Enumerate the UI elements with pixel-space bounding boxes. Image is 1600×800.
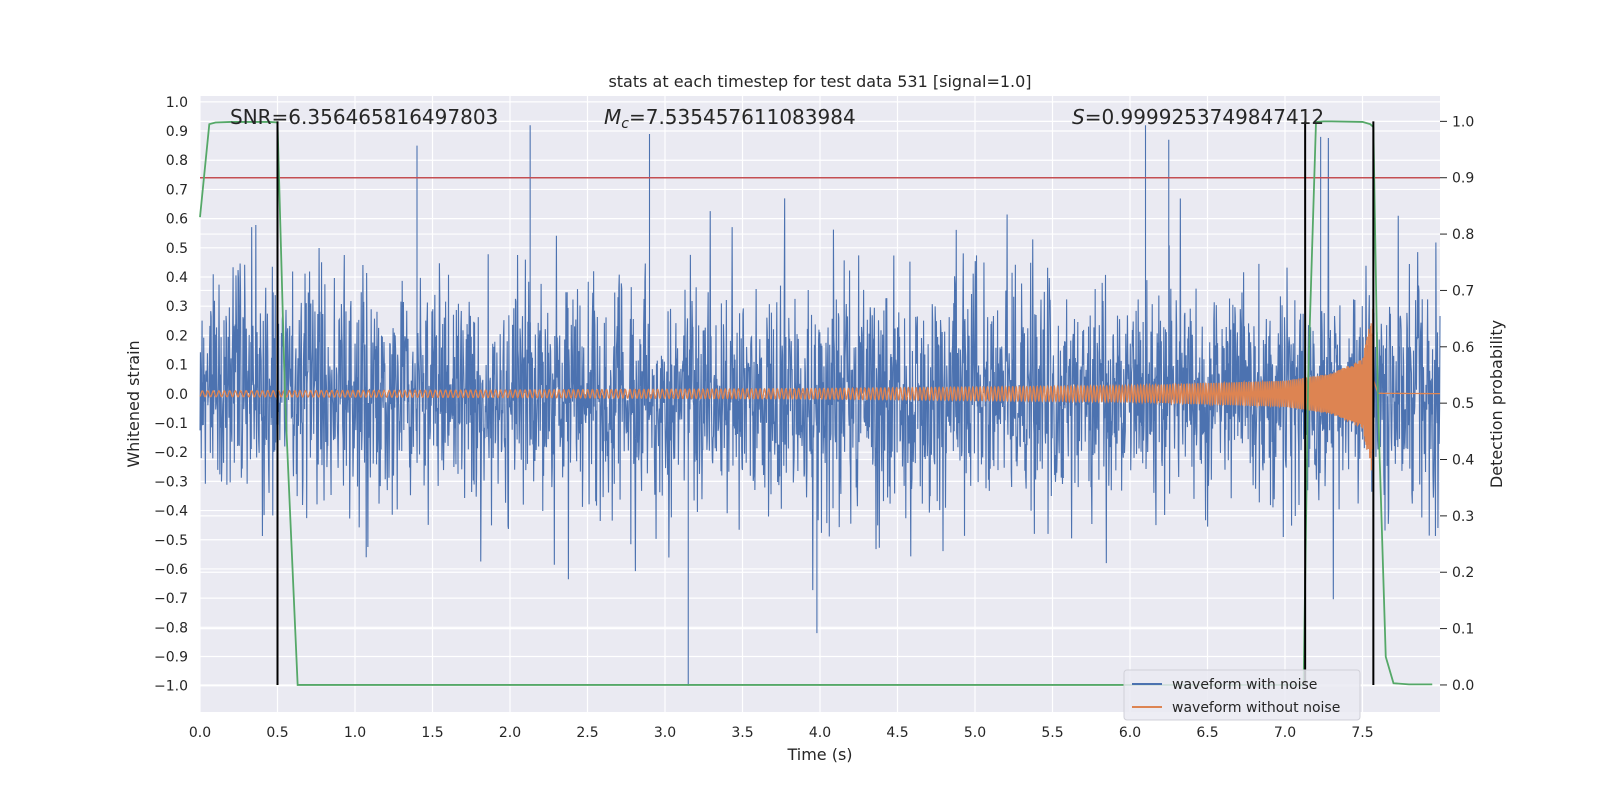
x-tick-label: 2.5 xyxy=(576,725,598,741)
y-tick-label: 0.8 xyxy=(166,153,188,169)
y2-axis-label: Detection probability xyxy=(1487,320,1506,488)
x-tick-label: 1.0 xyxy=(344,725,366,741)
y-tick-label: −0.3 xyxy=(154,474,188,490)
x-tick-label: 3.0 xyxy=(654,725,676,741)
y2-tick-label: 0.4 xyxy=(1452,453,1474,469)
x-tick-label: 4.5 xyxy=(886,725,908,741)
y-tick-label: −1.0 xyxy=(154,679,188,695)
mc-annotation: Mc=7.535457611083984 xyxy=(604,105,856,132)
mc-subscript: c xyxy=(621,116,629,132)
x-tick-label: 2.0 xyxy=(499,725,521,741)
y2-tick-label: 0.5 xyxy=(1452,396,1474,412)
y2-tick-label: 0.1 xyxy=(1452,622,1474,638)
y-tick-label: 0.5 xyxy=(166,241,188,257)
mc-value: =7.535457611083984 xyxy=(629,105,856,129)
waveform-with-noise-series xyxy=(199,125,1441,686)
x-tick-label: 0.0 xyxy=(189,725,211,741)
y2-tick-label: 0.0 xyxy=(1452,678,1474,694)
y-tick-label: 0.2 xyxy=(166,328,188,344)
y-tick-label: −0.1 xyxy=(154,416,188,432)
y-tick-label: −0.4 xyxy=(154,504,188,520)
chart-title: stats at each timestep for test data 531… xyxy=(608,72,1031,91)
y-tick-label: 0.7 xyxy=(166,182,188,198)
y-tick-label: −0.8 xyxy=(154,620,188,636)
axis-ticks: 0.0 0.5 1.0 1.5 2.0 2.5 3.0 3.5 4.0 4.5 5.0 5.5 6.0 6… xyxy=(154,95,1474,741)
x-tick-label: 7.0 xyxy=(1274,725,1296,741)
x-tick-label: 3.5 xyxy=(731,725,753,741)
snr-annotation: SNR=6.356465816497803 xyxy=(230,105,498,129)
y-tick-label: −0.9 xyxy=(154,650,188,666)
s-value: =0.9999253749847412 xyxy=(1085,105,1324,129)
mc-symbol: M xyxy=(604,105,621,129)
y-tick-label: −0.5 xyxy=(154,533,188,549)
y-tick-label: 0.0 xyxy=(166,387,188,403)
x-tick-label: 1.5 xyxy=(421,725,443,741)
y2-tick-label: 0.9 xyxy=(1452,171,1474,187)
noise-line xyxy=(199,125,1441,686)
y-tick-label: 1.0 xyxy=(166,95,188,111)
legend-label-clean: waveform without noise xyxy=(1172,700,1340,716)
x-tick-label: 6.5 xyxy=(1196,725,1218,741)
y-tick-label: 0.4 xyxy=(166,270,188,286)
x-axis-label: Time (s) xyxy=(786,745,852,764)
waveform-without-noise-series xyxy=(199,308,1440,471)
event-lines xyxy=(276,121,1375,685)
s-annotation: S=0.9999253749847412 xyxy=(1072,105,1324,129)
x-tick-label: 7.5 xyxy=(1351,725,1373,741)
chirp-line xyxy=(199,308,1440,471)
y-tick-label: −0.6 xyxy=(154,562,188,578)
y2-tick-label: 0.2 xyxy=(1452,565,1474,581)
y-tick-label: 0.1 xyxy=(166,358,188,374)
y-tick-label: 0.3 xyxy=(166,299,188,315)
legend-box xyxy=(1123,669,1361,721)
y2-tick-label: 0.6 xyxy=(1452,340,1474,356)
x-tick-label: 5.0 xyxy=(964,725,986,741)
y2-tick-label: 0.3 xyxy=(1452,509,1474,525)
y2-tick-label: 1.0 xyxy=(1452,114,1474,130)
y-tick-label: −0.7 xyxy=(154,591,188,607)
x-tick-label: 4.0 xyxy=(809,725,831,741)
x-tick-label: 6.0 xyxy=(1119,725,1141,741)
x-tick-label: 5.5 xyxy=(1041,725,1063,741)
legend: waveform with noise waveform without noi… xyxy=(1123,669,1361,721)
x-tick-label: 0.5 xyxy=(266,725,288,741)
s-symbol: S xyxy=(1072,105,1085,129)
y-tick-label: 0.6 xyxy=(166,212,188,228)
y-axis-label: Whitened strain xyxy=(124,340,143,467)
legend-label-noise: waveform with noise xyxy=(1172,677,1317,693)
y2-tick-label: 0.7 xyxy=(1452,283,1474,299)
y-tick-label: 0.9 xyxy=(166,124,188,140)
y-tick-label: −0.2 xyxy=(154,445,188,461)
y2-tick-label: 0.8 xyxy=(1452,227,1474,243)
